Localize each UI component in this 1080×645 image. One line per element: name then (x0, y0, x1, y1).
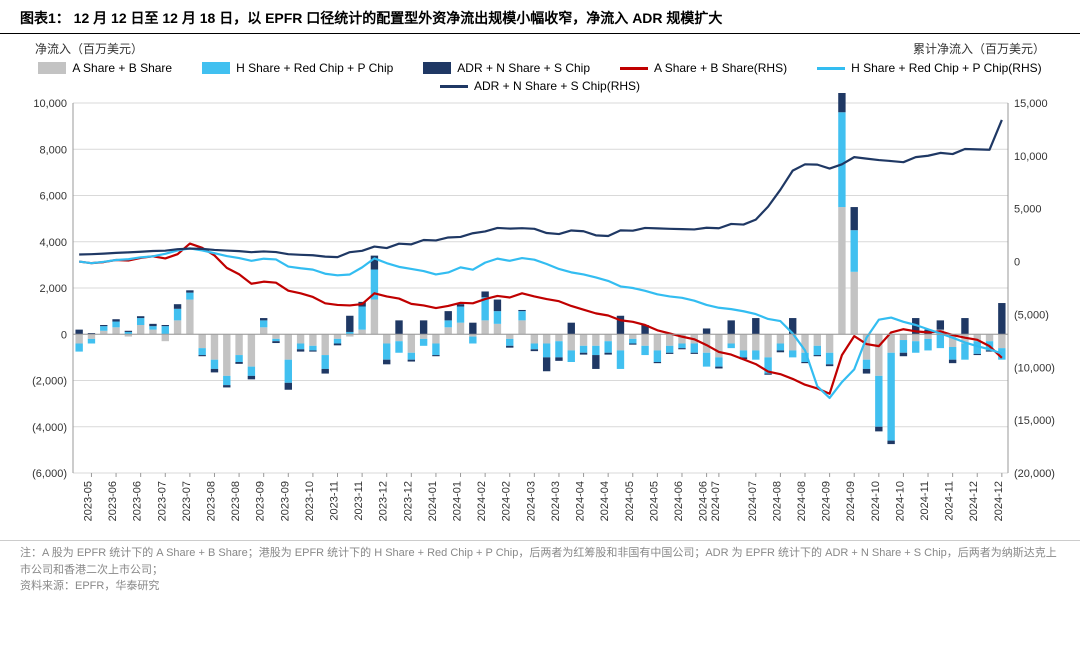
svg-text:8,000: 8,000 (39, 144, 67, 156)
svg-text:2023-12: 2023-12 (377, 481, 389, 521)
svg-text:2024-08: 2024-08 (796, 481, 808, 521)
svg-text:(10,000): (10,000) (1014, 362, 1055, 374)
svg-text:2023-07: 2023-07 (156, 481, 168, 521)
svg-text:2024-06: 2024-06 (697, 481, 709, 521)
svg-text:2023-11: 2023-11 (328, 481, 340, 521)
svg-text:2024-04: 2024-04 (574, 481, 586, 521)
y-right-label: 累计净流入（百万美元） (913, 40, 1045, 57)
svg-text:2024-10: 2024-10 (869, 481, 881, 521)
svg-text:2023-06: 2023-06 (107, 481, 119, 521)
svg-text:(20,000): (20,000) (1014, 468, 1055, 480)
svg-text:2024-03: 2024-03 (549, 481, 561, 521)
legend-bar-h: H Share + Red Chip + P Chip (202, 61, 393, 75)
svg-text:2024-07: 2024-07 (746, 481, 758, 521)
svg-text:2024-12: 2024-12 (992, 481, 1004, 521)
svg-text:2024-07: 2024-07 (709, 481, 721, 521)
svg-text:(15,000): (15,000) (1014, 415, 1055, 427)
svg-text:(4,000): (4,000) (32, 422, 67, 434)
legend-line-h: H Share + Red Chip + P Chip(RHS) (817, 61, 1042, 75)
chart-footer: 注：A 股为 EPFR 统计下的 A Share + B Share；港股为 E… (0, 540, 1080, 599)
svg-text:2024-04: 2024-04 (599, 481, 611, 521)
svg-text:(2,000): (2,000) (32, 376, 67, 388)
footer-note: 注：A 股为 EPFR 统计下的 A Share + B Share；港股为 E… (20, 545, 1060, 578)
svg-text:2023-09: 2023-09 (279, 481, 291, 521)
legend-line-adr: ADR + N Share + S Chip(RHS) (440, 79, 640, 93)
svg-text:2023-12: 2023-12 (402, 481, 414, 521)
legend-bar-adr: ADR + N Share + S Chip (423, 61, 590, 75)
svg-text:2024-08: 2024-08 (771, 481, 783, 521)
svg-text:2023-07: 2023-07 (180, 481, 192, 521)
chart-plot: (6,000) (4,000) (2,000) 0 2,000 4,000 6,000 8,0… (18, 93, 1063, 538)
svg-text:5,000: 5,000 (1014, 204, 1042, 216)
svg-text:2024-03: 2024-03 (525, 481, 537, 521)
svg-text:0: 0 (1014, 257, 1020, 269)
svg-text:4,000: 4,000 (39, 237, 67, 249)
svg-text:(5,000): (5,000) (1014, 309, 1049, 321)
svg-text:2023-10: 2023-10 (303, 481, 315, 521)
svg-text:2024-01: 2024-01 (426, 481, 438, 521)
svg-text:2,000: 2,000 (39, 283, 67, 295)
svg-text:2024-05: 2024-05 (648, 481, 660, 521)
svg-text:2023-11: 2023-11 (353, 481, 365, 521)
svg-text:(6,000): (6,000) (32, 468, 67, 480)
svg-text:2024-12: 2024-12 (968, 481, 980, 521)
axis-labels-row: 净流入（百万美元） 累计净流入（百万美元） (0, 34, 1080, 59)
y-left-label: 净流入（百万美元） (35, 40, 143, 57)
legend-bar-a: A Share + B Share (38, 61, 172, 75)
svg-text:2023-05: 2023-05 (82, 481, 94, 521)
svg-text:2023-08: 2023-08 (205, 481, 217, 521)
svg-text:2024-11: 2024-11 (919, 481, 931, 521)
chart-svg: (6,000) (4,000) (2,000) 0 2,000 4,000 6,000 8,0… (18, 93, 1063, 538)
svg-text:2024-02: 2024-02 (500, 481, 512, 521)
svg-text:6,000: 6,000 (39, 191, 67, 203)
svg-text:2024-05: 2024-05 (623, 481, 635, 521)
svg-text:2024-09: 2024-09 (820, 481, 832, 521)
svg-text:10,000: 10,000 (1014, 151, 1048, 163)
chart-legend: A Share + B Share H Share + Red Chip + P… (0, 59, 1080, 93)
svg-text:15,000: 15,000 (1014, 98, 1048, 110)
chart-title: 图表1： 12 月 12 日至 12 月 18 日，以 EPFR 口径统计的配置… (20, 8, 1060, 28)
svg-text:2024-02: 2024-02 (476, 481, 488, 521)
svg-text:2023-08: 2023-08 (230, 481, 242, 521)
svg-text:2023-09: 2023-09 (254, 481, 266, 521)
svg-text:2024-11: 2024-11 (943, 481, 955, 521)
svg-text:2024-10: 2024-10 (894, 481, 906, 521)
footer-source: 资料来源：EPFR，华泰研究 (20, 578, 1060, 595)
svg-text:2024-01: 2024-01 (451, 481, 463, 521)
legend-line-a: A Share + B Share(RHS) (620, 61, 787, 75)
svg-text:2024-06: 2024-06 (672, 481, 684, 521)
svg-text:2023-06: 2023-06 (131, 481, 143, 521)
svg-text:10,000: 10,000 (33, 98, 67, 110)
svg-text:0: 0 (60, 329, 66, 341)
chart-header: 图表1： 12 月 12 日至 12 月 18 日，以 EPFR 口径统计的配置… (0, 0, 1080, 34)
svg-text:2024-09: 2024-09 (845, 481, 857, 521)
